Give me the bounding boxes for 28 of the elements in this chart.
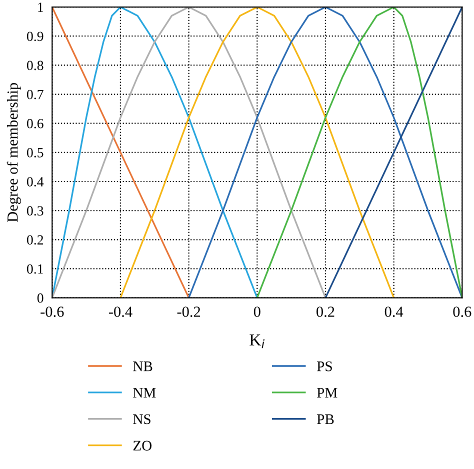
legend-label: PM <box>317 388 338 398</box>
y-tick-label: 1 <box>38 2 43 12</box>
line-series <box>120 7 395 298</box>
y-tick-label: 0.7 <box>26 90 44 100</box>
y-tick-label: 0.6 <box>26 118 44 128</box>
x-tick-label: -0.2 <box>177 306 200 317</box>
y-tick-label: 0.4 <box>26 177 44 187</box>
x-tick-label: 0 <box>254 306 260 317</box>
y-tick-label: 0.2 <box>26 235 44 245</box>
x-tick-label: 0.6 <box>453 306 472 317</box>
y-tick-label: 0 <box>37 293 44 303</box>
y-tick-label: 0.9 <box>26 32 44 42</box>
y-tick-label: 0.5 <box>26 148 44 158</box>
y-tick-label: 0.8 <box>26 60 44 70</box>
x-tick-label: -0.6 <box>40 306 64 317</box>
x-tick-label: 0.2 <box>316 306 334 317</box>
legend-label: NM <box>133 388 156 398</box>
y-axis-title: Degree of membership <box>6 83 21 222</box>
legend-label: NB <box>133 362 152 372</box>
legend-label: PB <box>317 414 334 424</box>
legend-label: NS <box>133 414 150 424</box>
legend-label: PS <box>317 361 332 372</box>
x-axis-title: K$_{i}$ <box>250 334 265 348</box>
x-tick-label: 0.4 <box>384 306 404 317</box>
x-tick-label: -0.4 <box>108 306 132 317</box>
y-tick-label: 0.3 <box>26 206 44 216</box>
y-tick-label: 0.1 <box>26 264 43 274</box>
legend-label: ZO <box>133 440 152 451</box>
